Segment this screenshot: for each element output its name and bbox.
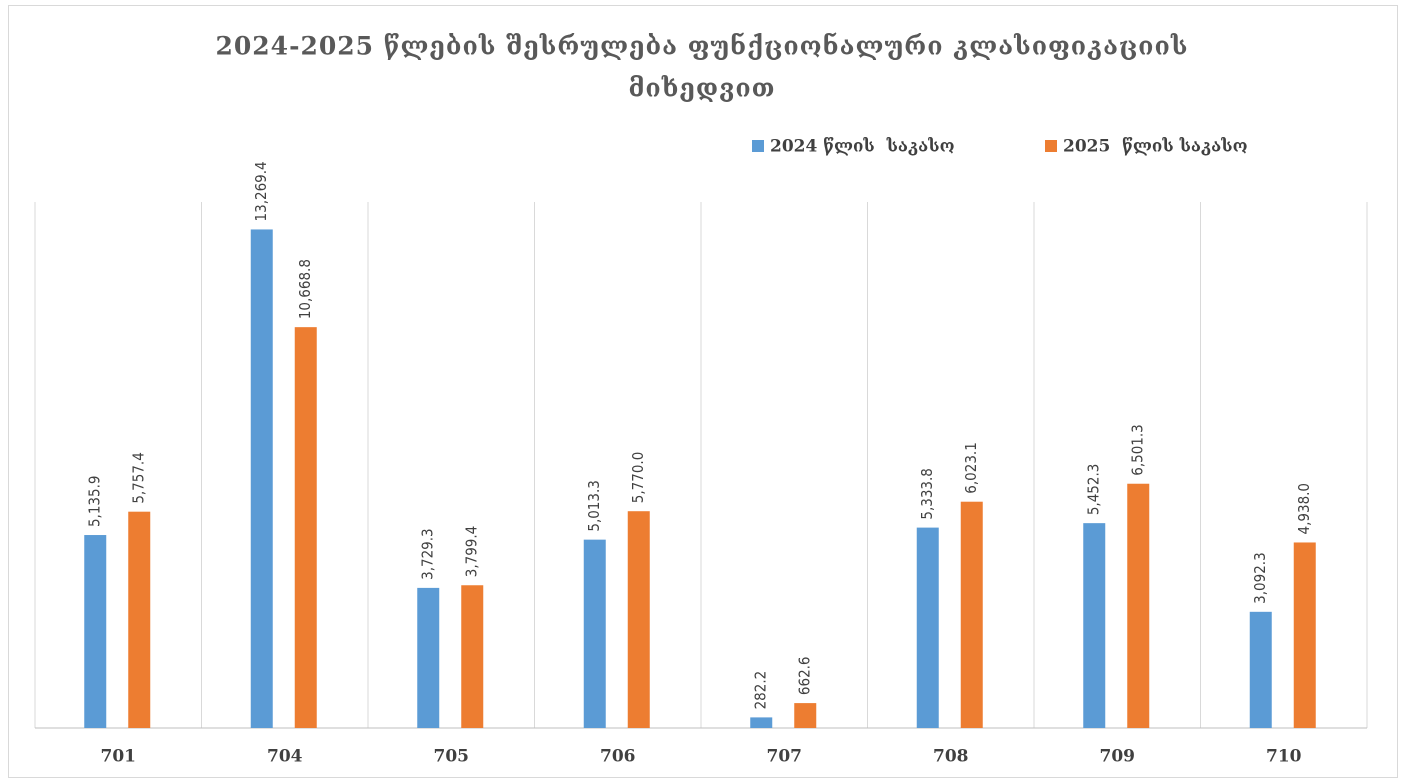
data-label: 5,013.3 (585, 480, 603, 532)
chart-title: მიხედვით (628, 74, 775, 103)
x-tick-label: 704 (267, 747, 303, 767)
data-label: 10,668.8 (296, 259, 314, 319)
bar (417, 587, 440, 728)
bar (294, 327, 317, 728)
data-label: 5,452.3 (1085, 464, 1103, 516)
data-label: 6,501.3 (1129, 424, 1147, 476)
data-label: 4,938.0 (1295, 483, 1313, 535)
data-label: 13,269.4 (252, 161, 270, 221)
data-label: 3,092.3 (1251, 552, 1269, 604)
bar (583, 539, 606, 728)
bar (461, 585, 484, 728)
bar (250, 229, 273, 728)
bar (1127, 483, 1150, 728)
bar (1083, 523, 1106, 728)
chart-frame (8, 5, 1398, 778)
x-tick-label: 705 (434, 747, 470, 767)
x-tick-label: 709 (1100, 747, 1136, 767)
legend-swatch (752, 140, 764, 152)
bar (794, 703, 817, 728)
bar (1249, 611, 1272, 728)
data-label: 662.6 (796, 656, 814, 695)
data-label: 5,757.4 (130, 452, 148, 504)
bar (1293, 542, 1316, 728)
chart-title: 2024-2025 წლების შესრულება ფუნქციონალური… (216, 32, 1189, 61)
data-label: 5,135.9 (86, 476, 104, 528)
x-tick-label: 710 (1266, 747, 1302, 767)
data-label: 5,333.8 (918, 468, 936, 520)
legend-swatch (1045, 140, 1057, 152)
bar (627, 511, 650, 728)
x-tick-label: 708 (933, 747, 969, 767)
data-label: 6,023.1 (962, 442, 980, 494)
bar (916, 527, 939, 728)
data-label: 5,770.0 (629, 452, 647, 504)
data-label: 3,799.4 (463, 526, 481, 578)
legend-label: 2025 წლის საკასო (1063, 137, 1248, 157)
x-tick-label: 706 (600, 747, 636, 767)
x-tick-label: 701 (101, 747, 137, 767)
bar (128, 511, 151, 728)
x-tick-label: 707 (767, 747, 803, 767)
bar (750, 717, 773, 728)
data-label: 3,729.3 (419, 528, 437, 580)
bar (84, 535, 107, 728)
legend-label: 2024 წლის საკასო (770, 137, 955, 157)
data-label: 282.2 (752, 671, 770, 710)
bar (960, 501, 983, 728)
